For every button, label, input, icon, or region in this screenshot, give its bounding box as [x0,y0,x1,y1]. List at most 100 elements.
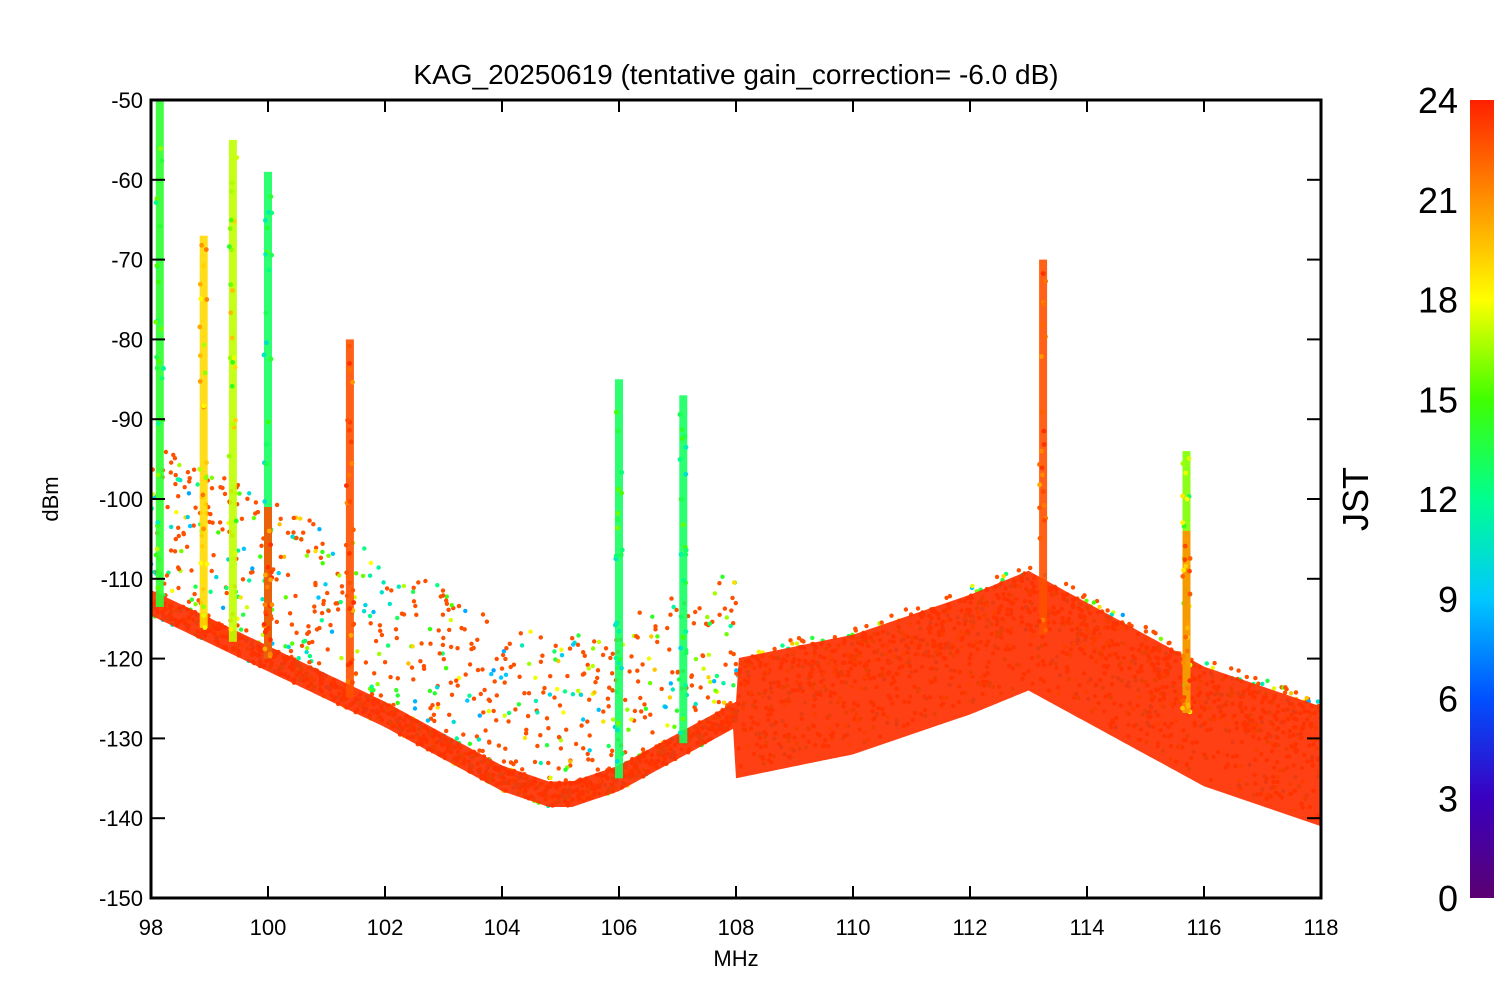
noise-point [207,519,212,525]
noise-point [643,706,649,711]
signal-point [1180,573,1186,579]
signal-point [229,335,235,341]
noise-point [313,549,318,554]
noise-point [441,657,446,662]
noise-point [580,717,586,722]
noise-point [581,650,586,655]
noise-point [652,667,657,672]
noise-point [325,647,330,652]
signal-point [153,319,159,325]
noise-point [516,702,522,707]
noise-point [478,691,483,697]
noise-point [523,731,529,736]
noise-point [508,664,513,670]
noise-point [471,645,476,651]
signal-point [345,574,351,580]
noise-point [538,635,543,640]
signal-point [1180,493,1185,499]
noise-point [169,460,174,465]
signal-point [678,645,683,651]
signal-point [683,650,689,656]
signal-point [347,472,352,478]
noise-point [544,743,550,748]
noise-point [799,638,805,643]
noise-point [553,657,558,662]
colorbar-tick-label: 6 [1438,679,1458,720]
noise-point [571,642,576,647]
signal-point [201,604,206,610]
noise-point [306,549,311,554]
noise-point [489,671,494,677]
noise-point [319,618,324,623]
signal-point [1037,462,1042,467]
noise-point [547,692,553,697]
noise-point [373,638,379,644]
noise-point [456,603,462,609]
noise-point [454,678,459,683]
noise-point [548,674,553,679]
noise-point [606,743,611,749]
signal-point [681,578,686,583]
signal-point [154,365,160,371]
noise-point [646,656,652,661]
noise-point [395,615,400,621]
y-tick-label: -80 [111,327,143,352]
signal-point [677,412,683,417]
noise-point [286,644,291,650]
noise-point [435,705,440,710]
noise-point [788,638,793,643]
noise-point [519,643,525,648]
noise-point [639,709,644,714]
noise-point [722,606,728,611]
noise-point [465,698,470,703]
signal-point [265,419,271,425]
noise-point [163,449,169,455]
signal-point [263,609,269,615]
noise-point [191,467,197,472]
noise-point [451,719,456,725]
noise-point [326,553,331,558]
signal-point [197,466,203,472]
noise-point [610,748,615,753]
noise-point [173,481,178,487]
noise-point [649,634,654,639]
y-tick-label: -140 [99,806,143,831]
noise-point [306,640,312,646]
noise-point [610,717,616,722]
noise-point [772,646,777,652]
noise-point [669,596,674,601]
noise-point [389,588,394,593]
signal-point [269,616,274,622]
signal-point [350,680,355,685]
signal-point [228,310,234,316]
noise-point [544,716,550,721]
signal-point [1042,518,1047,523]
signal-point [678,552,684,557]
noise-point [650,614,655,619]
noise-point [414,612,419,617]
noise-point [563,778,568,783]
signal-point [231,355,237,361]
signal-point [1043,334,1048,340]
noise-point [672,724,677,729]
noise-point [708,679,713,685]
noise-point [693,701,698,707]
signal-point [347,606,353,612]
noise-point [634,634,639,639]
noise-point [462,627,467,632]
noise-point [427,626,433,632]
noise-point [659,686,664,692]
noise-point [369,684,374,689]
noise-point [316,595,321,600]
signal-point [1187,591,1193,597]
noise-point [278,516,283,521]
noise-point [471,696,477,701]
noise-point [705,695,711,700]
noise-point [1167,640,1172,645]
noise-point [1212,660,1217,666]
noise-point [623,697,628,703]
noise-point [506,710,512,716]
noise-point [372,671,377,676]
noise-point [244,605,250,610]
signal-point [1185,648,1190,654]
